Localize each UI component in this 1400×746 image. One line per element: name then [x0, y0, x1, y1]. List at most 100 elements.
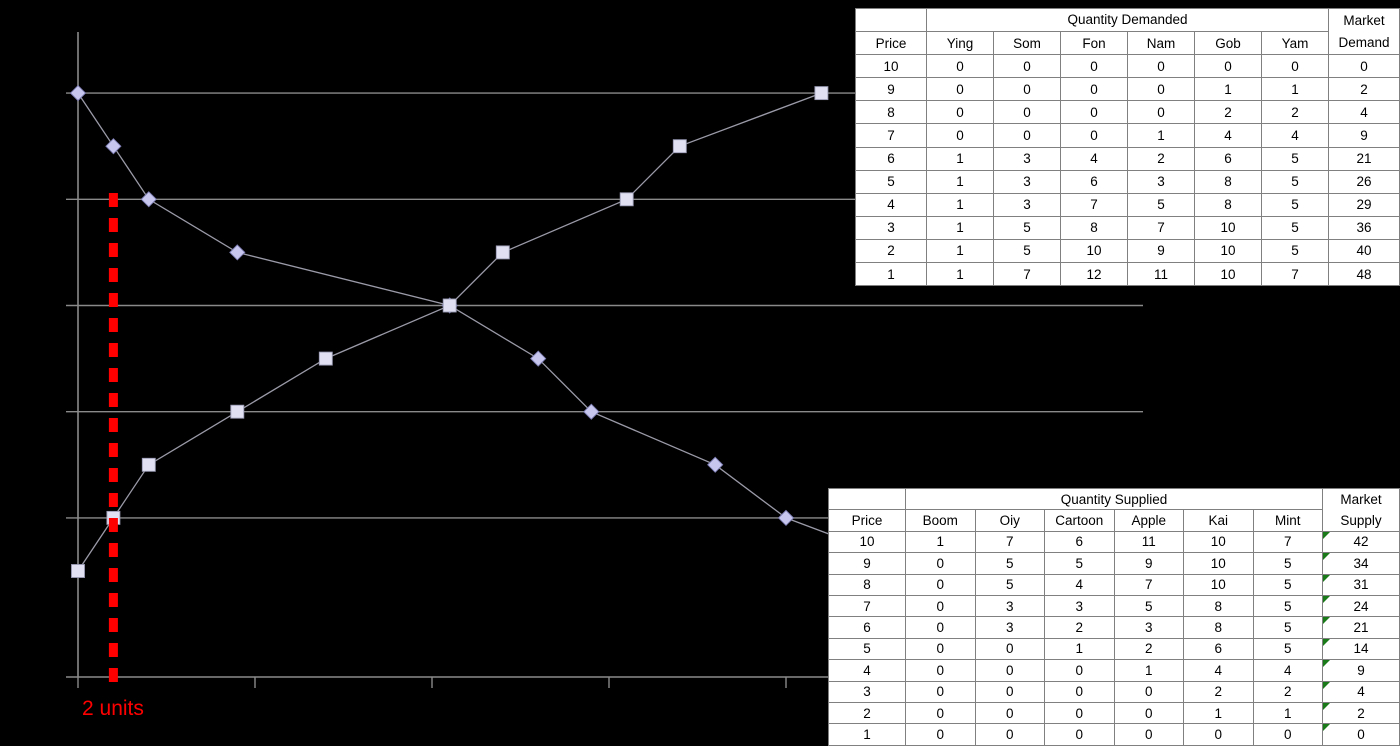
data-point-demand	[530, 350, 547, 367]
cell-quantity: 7	[1127, 215, 1195, 240]
cell-quantity: 0	[1194, 54, 1262, 79]
series-line-market-demand	[77, 92, 928, 572]
cell-quantity: 0	[1044, 723, 1115, 746]
market-header-line2: Demand	[1328, 31, 1400, 56]
cell-quantity: 0	[993, 77, 1061, 102]
cell-quantity: 1	[1127, 123, 1195, 148]
cell-quantity: 1	[926, 215, 994, 240]
column-header-kai: Kai	[1183, 509, 1254, 532]
data-point-demand	[777, 509, 795, 527]
error-triangle-icon	[1323, 575, 1330, 582]
cell-quantity: 0	[905, 552, 976, 575]
cell-quantity: 2	[1113, 637, 1184, 661]
cell-quantity: 5	[993, 215, 1061, 240]
cell-quantity: 1	[1252, 701, 1323, 725]
cell-market-total: 24	[1322, 594, 1400, 618]
annotation-units-label: 2 units	[82, 697, 144, 720]
cell-quantity: 0	[905, 701, 976, 725]
table-corner-blank	[828, 487, 906, 510]
cell-quantity: 2	[1127, 146, 1195, 171]
cell-price: 9	[855, 77, 927, 102]
cell-price: 8	[828, 573, 906, 596]
cell-price: 9	[828, 552, 906, 575]
quantity-demanded-table: Quantity Demanded Market Price Ying Som Fon Na…	[855, 7, 1400, 287]
cell-price: 5	[855, 169, 927, 194]
cell-quantity: 0	[974, 723, 1045, 746]
cell-quantity: 0	[974, 680, 1045, 703]
cell-quantity: 10	[1194, 262, 1262, 287]
cell-quantity: 5	[1261, 238, 1329, 264]
cell-quantity: 0	[905, 616, 976, 639]
cell-price: 1	[855, 262, 927, 287]
cell-quantity: 0	[1113, 701, 1184, 725]
error-triangle-icon	[1323, 617, 1330, 625]
cell-quantity: 3	[1113, 616, 1184, 639]
cell-price: 3	[828, 680, 906, 703]
error-triangle-icon	[1323, 532, 1330, 539]
cell-quantity: 4	[1183, 659, 1254, 682]
cell-quantity: 0	[905, 659, 976, 682]
error-triangle-icon	[1323, 682, 1330, 689]
column-header-fon: Fon	[1060, 31, 1128, 56]
data-point-demand	[140, 191, 157, 208]
cell-quantity: 4	[1261, 123, 1329, 148]
cell-quantity: 0	[926, 77, 994, 102]
cell-quantity: 8	[1183, 594, 1254, 618]
cell-market-total: 21	[1322, 616, 1400, 639]
cell-quantity: 5	[1261, 215, 1329, 240]
cell-quantity: 4	[1044, 573, 1115, 596]
cell-price: 1	[828, 723, 906, 746]
cell-quantity: 8	[1194, 192, 1262, 217]
cell-quantity: 9	[1127, 238, 1195, 264]
data-point-demand	[707, 456, 724, 473]
cell-market-total: 2	[1322, 701, 1400, 725]
cell-quantity: 5	[974, 573, 1045, 596]
cell-quantity: 3	[974, 616, 1045, 639]
column-header-oiy: Oiy	[974, 509, 1045, 532]
cell-quantity: 0	[1127, 77, 1195, 102]
cell-quantity: 1	[926, 146, 994, 171]
cell-quantity: 5	[1252, 637, 1323, 661]
cell-quantity: 0	[993, 123, 1061, 148]
data-point-supply	[814, 86, 829, 101]
cell-quantity: 0	[1183, 723, 1254, 746]
cell-market-total: 0	[1328, 54, 1400, 79]
column-header-mint: Mint	[1252, 509, 1323, 532]
cell-quantity: 5	[1113, 594, 1184, 618]
error-triangle-icon	[1323, 553, 1330, 561]
cell-price: 4	[855, 192, 927, 217]
cell-quantity: 1	[1113, 659, 1184, 682]
cell-quantity: 0	[926, 54, 994, 79]
data-point-supply	[442, 298, 457, 313]
error-triangle-icon	[1323, 703, 1330, 710]
cell-quantity: 0	[1261, 54, 1329, 79]
cell-price: 8	[855, 100, 927, 125]
cell-quantity: 6	[1194, 146, 1262, 171]
cell-market-total: 42	[1322, 530, 1400, 554]
cell-price: 6	[855, 146, 927, 171]
cell-quantity: 7	[974, 530, 1045, 554]
column-header-apple: Apple	[1113, 509, 1184, 532]
table-row: 4 1 3 7 5 8 5 29	[855, 192, 1400, 217]
market-header-line1: Market	[1328, 7, 1400, 32]
cell-quantity: 0	[905, 680, 976, 703]
cell-quantity: 5	[974, 552, 1045, 575]
data-point-supply	[71, 564, 85, 578]
cell-quantity: 10	[1183, 573, 1254, 596]
cell-quantity: 7	[1252, 530, 1323, 554]
cell-quantity: 5	[1252, 594, 1323, 618]
cell-quantity: 0	[905, 723, 976, 746]
cell-quantity: 1	[1044, 637, 1115, 661]
cell-quantity: 1	[926, 169, 994, 194]
cell-market-total: 9	[1328, 123, 1400, 148]
table-row: 6 1 3 4 2 6 5 21	[855, 146, 1400, 171]
cell-quantity: 2	[1252, 680, 1323, 703]
cell-quantity: 0	[1252, 723, 1323, 746]
table-row: 8 0 5 4 7 10 5 31	[828, 573, 1400, 596]
cell-quantity: 3	[1127, 169, 1195, 194]
cell-quantity: 8	[1183, 616, 1254, 639]
cell-price: 10	[828, 530, 906, 554]
